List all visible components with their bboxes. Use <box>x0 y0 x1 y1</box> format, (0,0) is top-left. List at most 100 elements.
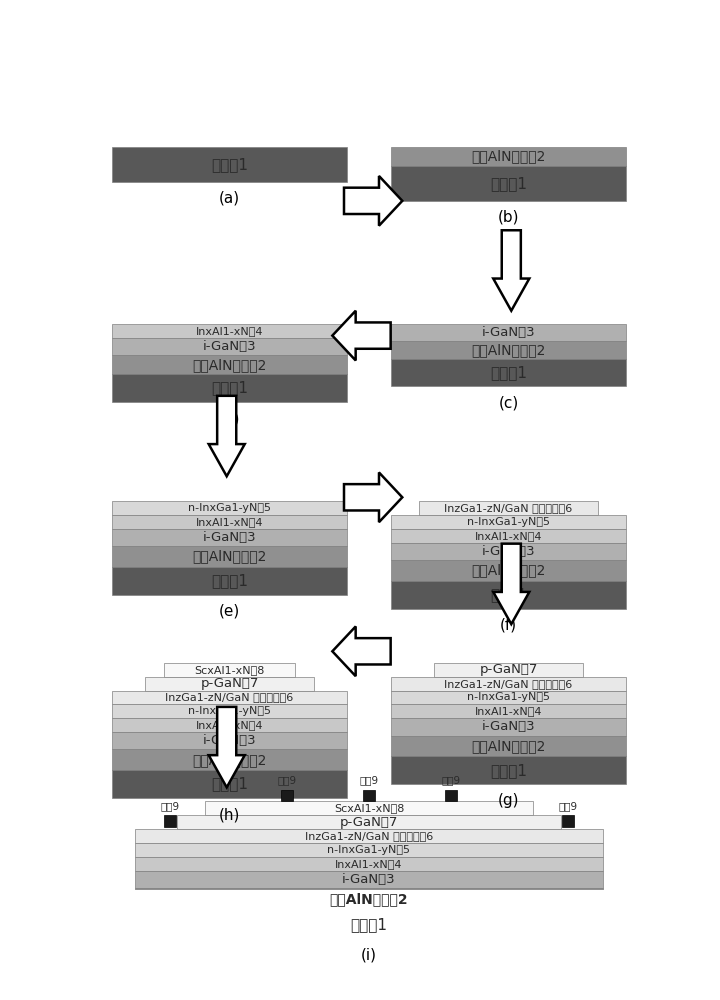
Text: 衬底层1: 衬底层1 <box>490 176 527 191</box>
Bar <box>112 501 346 515</box>
Text: (g): (g) <box>498 793 519 808</box>
Bar <box>433 663 583 677</box>
Polygon shape <box>333 311 391 360</box>
Text: InzGa1-zN/GaN 多量子阱层6: InzGa1-zN/GaN 多量子阱层6 <box>305 831 433 841</box>
Bar <box>112 704 346 718</box>
Bar <box>112 355 346 374</box>
Polygon shape <box>344 472 402 522</box>
Text: n-InxGa1-yN层5: n-InxGa1-yN层5 <box>188 706 271 716</box>
Bar <box>145 677 314 691</box>
Bar <box>445 790 457 801</box>
Bar <box>392 704 626 718</box>
Text: 电极9: 电极9 <box>359 775 379 785</box>
Text: 衬底层1: 衬底层1 <box>351 917 387 932</box>
Text: ScxAl1-xN层8: ScxAl1-xN层8 <box>334 803 404 813</box>
Bar <box>281 790 293 801</box>
Bar <box>112 324 346 338</box>
Bar <box>392 147 626 166</box>
Polygon shape <box>209 396 245 476</box>
Text: ScxAl1-xN层8: ScxAl1-xN层8 <box>194 665 265 675</box>
Text: (a): (a) <box>219 191 240 206</box>
Bar <box>392 166 626 201</box>
Bar <box>112 374 346 402</box>
Bar <box>135 888 603 911</box>
Text: p-GaN层7: p-GaN层7 <box>200 677 258 690</box>
Text: p-GaN层7: p-GaN层7 <box>480 663 538 676</box>
Text: 高温AlN成核层2: 高温AlN成核层2 <box>472 739 546 753</box>
Bar <box>392 581 626 609</box>
Text: 高温AlN成核层2: 高温AlN成核层2 <box>330 892 408 906</box>
Bar <box>112 770 346 798</box>
Bar <box>135 843 603 857</box>
Bar <box>112 338 346 355</box>
Text: 衬底层1: 衬底层1 <box>211 157 248 172</box>
Bar <box>112 749 346 770</box>
Text: p-GaN层7: p-GaN层7 <box>340 816 398 829</box>
Text: 衬底层1: 衬底层1 <box>490 587 527 602</box>
Text: i-GaN层3: i-GaN层3 <box>482 326 535 339</box>
Bar <box>164 663 295 677</box>
Bar <box>392 718 626 736</box>
Polygon shape <box>333 626 391 676</box>
Text: i-GaN层3: i-GaN层3 <box>482 720 535 733</box>
Bar <box>392 359 626 386</box>
Bar <box>392 677 626 691</box>
Bar <box>112 732 346 749</box>
Bar <box>112 691 346 704</box>
Text: (i): (i) <box>361 948 377 963</box>
Text: 电极9: 电极9 <box>441 775 461 785</box>
Bar <box>392 560 626 581</box>
Bar <box>164 815 176 827</box>
Bar <box>177 815 561 829</box>
Bar <box>112 718 346 732</box>
Text: (h): (h) <box>219 807 240 822</box>
Text: 高温AlN成核层2: 高温AlN成核层2 <box>192 753 266 767</box>
Text: InxAl1-xN层4: InxAl1-xN层4 <box>196 517 264 527</box>
Text: 电极9: 电极9 <box>277 775 297 785</box>
Text: InxAl1-xN层4: InxAl1-xN层4 <box>336 859 402 869</box>
Text: InxAl1-xN层4: InxAl1-xN层4 <box>474 531 542 541</box>
Bar <box>135 857 603 871</box>
Bar <box>392 324 626 341</box>
Bar <box>420 501 598 515</box>
Polygon shape <box>209 707 245 787</box>
Text: 衬底层1: 衬底层1 <box>211 381 248 396</box>
Bar <box>392 515 626 529</box>
Text: n-InxGa1-yN层5: n-InxGa1-yN层5 <box>467 693 550 703</box>
Text: (f): (f) <box>500 618 517 633</box>
Text: InxAl1-xN层4: InxAl1-xN层4 <box>196 720 264 730</box>
Bar <box>392 756 626 784</box>
Text: n-InxGa1-yN层5: n-InxGa1-yN层5 <box>188 503 271 513</box>
Bar <box>392 543 626 560</box>
Bar <box>112 529 346 546</box>
Polygon shape <box>493 544 529 624</box>
Text: i-GaN层3: i-GaN层3 <box>203 531 256 544</box>
Text: InxAl1-xN层4: InxAl1-xN层4 <box>196 326 264 336</box>
Text: 衬底层1: 衬底层1 <box>211 573 248 588</box>
Text: 高温AlN成核层2: 高温AlN成核层2 <box>472 149 546 163</box>
Text: i-GaN层3: i-GaN层3 <box>482 545 535 558</box>
Bar <box>392 529 626 543</box>
Text: InzGa1-zN/GaN 多量子阱层6: InzGa1-zN/GaN 多量子阱层6 <box>444 503 572 513</box>
Text: (d): (d) <box>219 411 240 426</box>
Bar <box>135 871 603 888</box>
Bar <box>392 691 626 704</box>
Text: n-InxGa1-yN层5: n-InxGa1-yN层5 <box>467 517 550 527</box>
Bar <box>112 567 346 595</box>
Text: (c): (c) <box>498 396 518 411</box>
Bar <box>135 911 603 938</box>
Text: InxAl1-xN层4: InxAl1-xN层4 <box>474 706 542 716</box>
Text: 高温AlN成核层2: 高温AlN成核层2 <box>472 343 546 357</box>
Text: 衬底层1: 衬底层1 <box>490 365 527 380</box>
Bar <box>135 829 603 843</box>
Text: 衬底层1: 衬底层1 <box>490 763 527 778</box>
Bar <box>392 341 626 359</box>
Bar <box>562 815 574 827</box>
Bar <box>363 790 375 801</box>
Text: n-InxGa1-yN层5: n-InxGa1-yN层5 <box>328 845 410 855</box>
Bar <box>112 546 346 567</box>
Text: InzGa1-zN/GaN 多量子阱层6: InzGa1-zN/GaN 多量子阱层6 <box>166 693 294 703</box>
Text: 高温AlN成核层2: 高温AlN成核层2 <box>472 563 546 577</box>
Bar <box>205 801 533 815</box>
Text: 电极9: 电极9 <box>559 801 577 811</box>
